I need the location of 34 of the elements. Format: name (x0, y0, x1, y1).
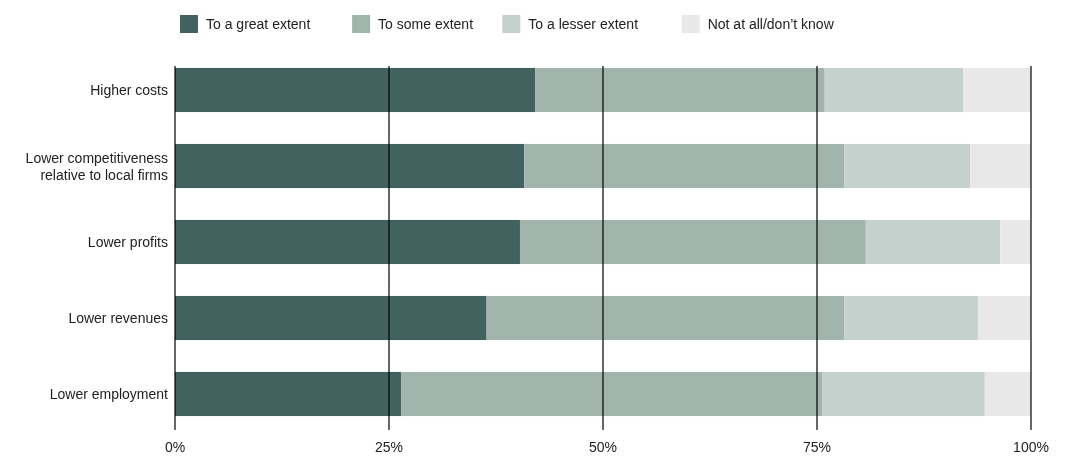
bar (175, 67, 536, 113)
bar (977, 295, 1031, 341)
bar (175, 143, 525, 189)
bar (963, 67, 1031, 113)
legend-label: Not at all/don’t know (707, 16, 835, 32)
y-tick-label: Higher costs (90, 82, 168, 98)
bar (824, 67, 964, 113)
bar (524, 143, 845, 189)
bar (822, 371, 985, 417)
legend-label: To a lesser extent (528, 16, 639, 32)
bar (844, 143, 971, 189)
bar (175, 295, 487, 341)
x-tick-label: 100% (1013, 439, 1049, 455)
bar (1000, 219, 1031, 265)
x-tick-label: 0% (164, 439, 186, 455)
x-tick-label: 50% (588, 439, 618, 455)
legend-label: To some extent (378, 16, 474, 32)
bar (519, 219, 866, 265)
x-tick-label: 25% (374, 439, 404, 455)
bar (175, 219, 520, 265)
bar (844, 295, 978, 341)
y-tick-label: Lower competitiveness relative to local firms (25, 149, 168, 183)
bar (984, 371, 1031, 417)
y-tick-label: Lower employment (49, 386, 169, 402)
bar (400, 371, 823, 417)
y-tick-label: Lower profits (87, 234, 168, 250)
bar (970, 143, 1031, 189)
legend-label: To a great extent (206, 16, 311, 32)
bar (865, 219, 1001, 265)
bar (535, 67, 825, 113)
y-tick-label: Lower revenues (68, 310, 168, 326)
x-tick-label: 75% (802, 439, 832, 455)
bar (175, 371, 401, 417)
bar (486, 295, 845, 341)
